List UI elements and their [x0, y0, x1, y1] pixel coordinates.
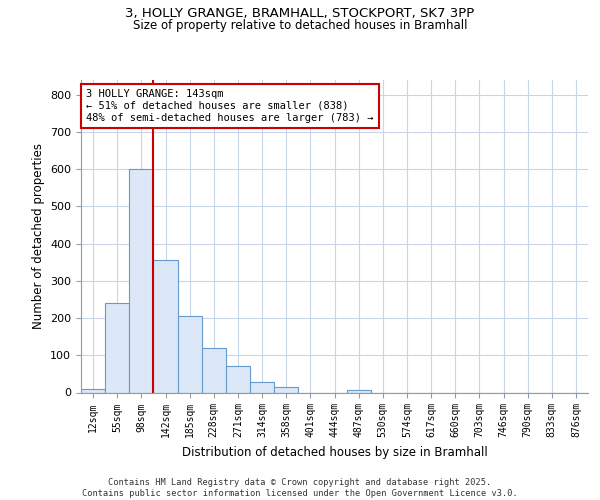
Bar	[154, 260, 178, 392]
Text: Size of property relative to detached houses in Bramhall: Size of property relative to detached ho…	[133, 18, 467, 32]
Text: Contains HM Land Registry data © Crown copyright and database right 2025.
Contai: Contains HM Land Registry data © Crown c…	[82, 478, 518, 498]
Bar	[81, 389, 105, 392]
X-axis label: Distribution of detached houses by size in Bramhall: Distribution of detached houses by size …	[182, 446, 487, 459]
Bar	[202, 348, 226, 393]
Text: 3 HOLLY GRANGE: 143sqm
← 51% of detached houses are smaller (838)
48% of semi-de: 3 HOLLY GRANGE: 143sqm ← 51% of detached…	[86, 90, 374, 122]
Bar	[226, 366, 250, 392]
Bar	[347, 390, 371, 392]
Text: 3, HOLLY GRANGE, BRAMHALL, STOCKPORT, SK7 3PP: 3, HOLLY GRANGE, BRAMHALL, STOCKPORT, SK…	[125, 8, 475, 20]
Bar	[274, 387, 298, 392]
Bar	[178, 316, 202, 392]
Bar	[250, 382, 274, 392]
Y-axis label: Number of detached properties: Number of detached properties	[32, 143, 44, 329]
Bar	[105, 303, 129, 392]
Bar	[129, 170, 154, 392]
